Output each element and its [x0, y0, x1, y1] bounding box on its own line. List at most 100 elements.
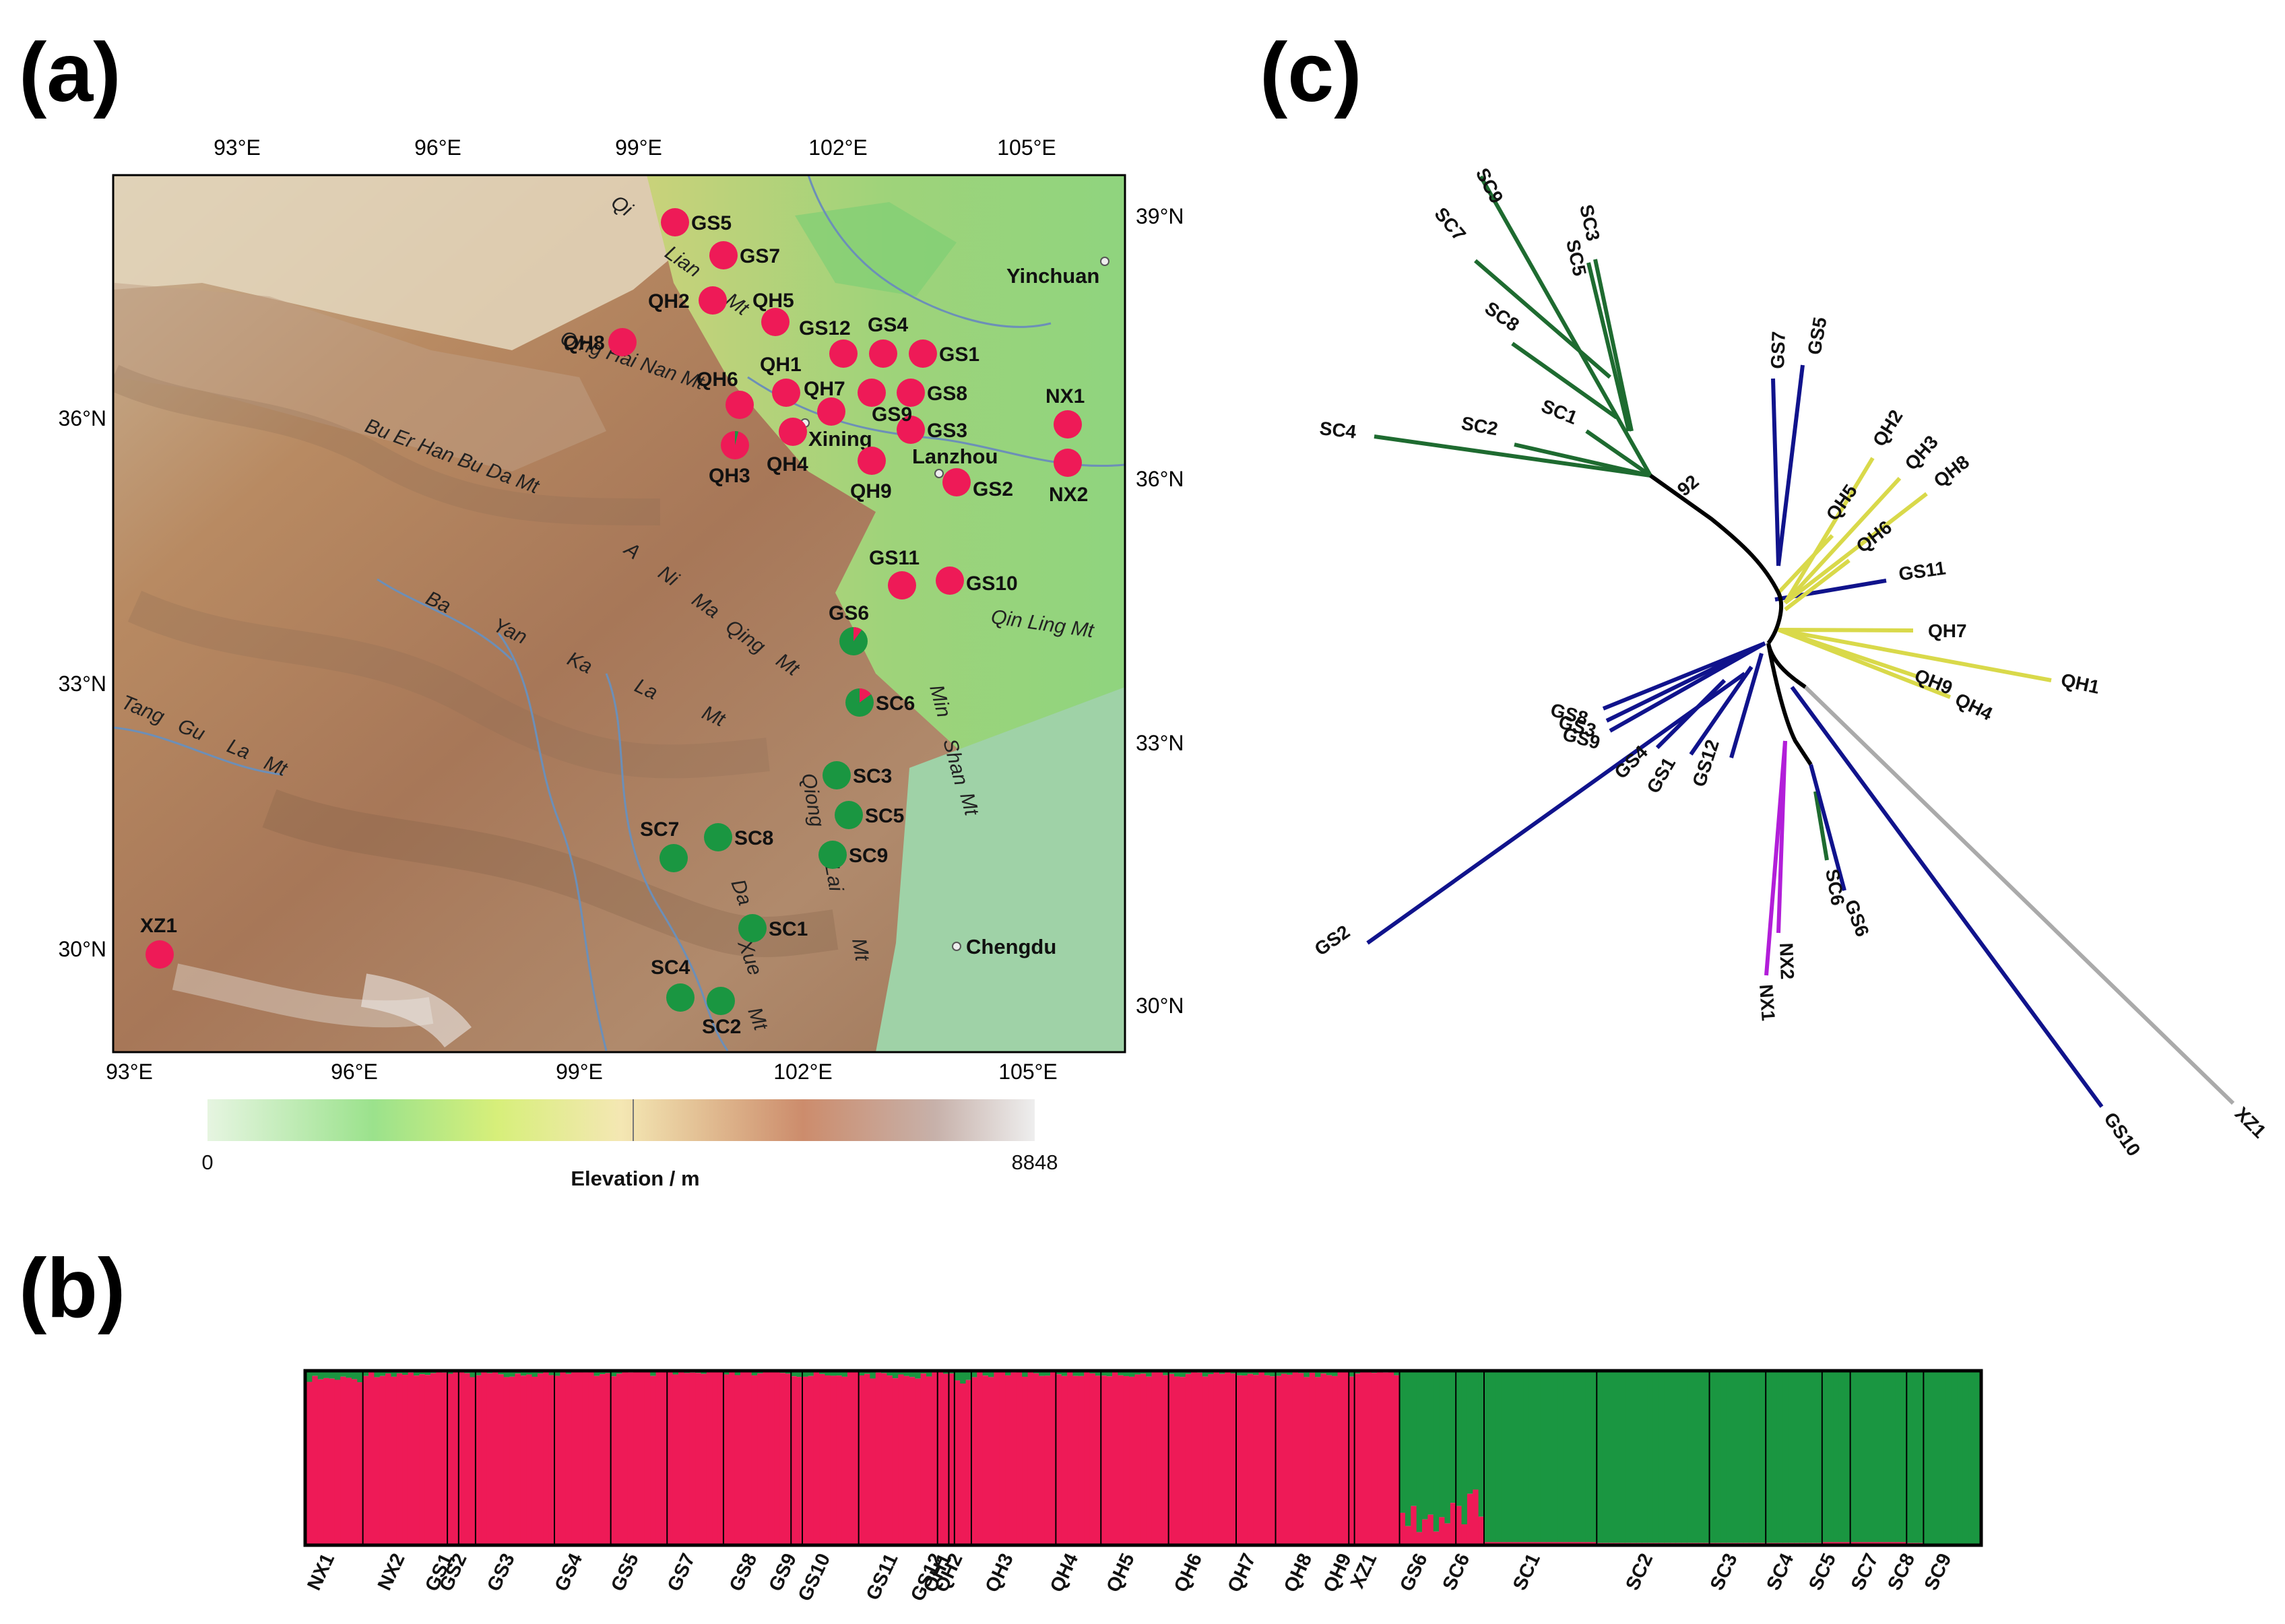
- structure-bar-cluster1: [1270, 1376, 1277, 1544]
- structure-bar-cluster2: [1799, 1372, 1806, 1543]
- structure-bar-cluster1: [1337, 1372, 1344, 1544]
- structure-bar-cluster1: [1208, 1374, 1215, 1544]
- site-marker: [721, 431, 749, 459]
- structure-bar-cluster2: [1056, 1372, 1062, 1375]
- structure-bar-cluster2: [1766, 1372, 1772, 1543]
- structure-bar-cluster2: [1354, 1372, 1361, 1374]
- structure-bar-cluster2: [1749, 1372, 1756, 1543]
- structure-bar-cluster2: [982, 1372, 989, 1376]
- structure-bar-cluster1: [1287, 1374, 1293, 1544]
- structure-bar-cluster1: [1433, 1531, 1440, 1544]
- structure-bar-cluster2: [1512, 1372, 1518, 1542]
- structure-bar-cluster2: [503, 1372, 510, 1377]
- structure-bar-cluster1: [1720, 1542, 1727, 1544]
- structure-bar-cluster1: [1613, 1542, 1620, 1544]
- structure-bar-cluster1: [825, 1375, 831, 1544]
- tip-label: GS6: [1840, 897, 1873, 939]
- structure-bar-cluster1: [1050, 1372, 1056, 1544]
- population-label: NX1: [303, 1550, 339, 1594]
- structure-bar-cluster1: [1535, 1542, 1541, 1544]
- structure-bar-cluster1: [999, 1372, 1006, 1544]
- structure-bar-cluster2: [1298, 1372, 1304, 1373]
- structure-bar-cluster1: [441, 1372, 448, 1544]
- structure-bar-cluster2: [329, 1372, 335, 1379]
- site-label: GS7: [740, 245, 780, 267]
- tip-label: XZ1: [2231, 1103, 2270, 1142]
- structure-bar-cluster1: [1016, 1372, 1023, 1544]
- structure-bar-cluster1: [751, 1375, 758, 1544]
- structure-bar-cluster2: [785, 1372, 792, 1374]
- population-label: XZ1: [1347, 1550, 1381, 1592]
- structure-bar-cluster1: [1405, 1526, 1411, 1544]
- structure-bar-cluster2: [475, 1372, 482, 1375]
- lon-tick: 93°E: [106, 1060, 153, 1084]
- structure-bar-cluster1: [616, 1373, 622, 1544]
- population-label: SC3: [1706, 1550, 1742, 1594]
- population-label: SC7: [1847, 1550, 1883, 1594]
- structure-bar-cluster1: [1467, 1493, 1473, 1544]
- structure-bar-cluster2: [1585, 1372, 1592, 1542]
- structure-bar-cluster2: [374, 1372, 381, 1377]
- structure-bar-cluster1: [1664, 1542, 1671, 1544]
- structure-bar-cluster2: [841, 1372, 848, 1377]
- structure-bar-cluster1: [565, 1373, 572, 1544]
- structure-bar-cluster2: [1546, 1372, 1552, 1542]
- branch-gs1: [1689, 665, 1753, 756]
- structure-bar-cluster1: [1005, 1375, 1012, 1544]
- structure-bar-cluster2: [413, 1372, 420, 1376]
- site-marker: [704, 823, 732, 851]
- structure-bar-cluster1: [887, 1375, 893, 1544]
- tip-label: QH2: [1869, 406, 1907, 450]
- terrain-raster: [113, 175, 1125, 1052]
- structure-bar-cluster2: [1630, 1372, 1637, 1543]
- lat-tick: 36°N: [1136, 467, 1184, 491]
- structure-bar-cluster1: [1771, 1542, 1778, 1544]
- site-marker: [835, 801, 863, 829]
- structure-bar-cluster1: [424, 1375, 431, 1544]
- structure-bar-cluster1: [1732, 1542, 1738, 1544]
- tip-label: QH9: [1912, 665, 1956, 699]
- site-label: GS2: [973, 478, 1013, 500]
- structure-bar-cluster2: [1022, 1372, 1029, 1377]
- structure-bar-cluster1: [1788, 1542, 1795, 1544]
- branch-gs8: [1602, 641, 1766, 711]
- structure-bar-cluster2: [515, 1372, 521, 1374]
- structure-bar-cluster1: [1399, 1512, 1406, 1544]
- site-label: GS5: [691, 212, 732, 234]
- structure-bar-cluster1: [1095, 1375, 1101, 1544]
- structure-bar-cluster1: [1213, 1372, 1220, 1544]
- structure-bar-cluster2: [424, 1372, 431, 1375]
- structure-bar-cluster2: [1652, 1372, 1659, 1543]
- structure-bar-cluster1: [1309, 1372, 1316, 1544]
- structure-bar-cluster2: [830, 1372, 837, 1376]
- structure-bar-cluster1: [1072, 1375, 1079, 1544]
- branch-sc9: [1479, 175, 1652, 477]
- structure-bar-cluster1: [362, 1375, 369, 1544]
- structure-bar-cluster1: [346, 1377, 352, 1544]
- structure-bar-cluster1: [588, 1372, 595, 1544]
- structure-bar-cluster1: [1856, 1542, 1862, 1544]
- site-label: QH5: [752, 290, 794, 312]
- legend-title: Elevation / m: [571, 1167, 699, 1190]
- structure-bar-cluster1: [1811, 1542, 1817, 1544]
- site-label: QH3: [709, 465, 750, 487]
- structure-bar-cluster2: [1771, 1372, 1778, 1543]
- structure-bar-cluster1: [1495, 1542, 1502, 1544]
- structure-bar-cluster2: [317, 1372, 324, 1379]
- structure-bar-cluster1: [717, 1372, 724, 1544]
- structure-bar-cluster2: [554, 1372, 560, 1376]
- elevation-colorbar: [207, 1099, 1035, 1141]
- structure-bar-cluster2: [1416, 1372, 1423, 1532]
- structure-bar-cluster2: [1129, 1372, 1136, 1377]
- structure-bar-cluster2: [819, 1372, 826, 1374]
- site-marker: [869, 339, 897, 368]
- structure-bar-cluster2: [1754, 1372, 1761, 1543]
- structure-bar-cluster1: [1377, 1372, 1384, 1544]
- structure-bar-cluster1: [774, 1372, 781, 1544]
- structure-bar-cluster2: [1776, 1372, 1783, 1543]
- structure-bar-cluster1: [317, 1379, 324, 1544]
- structure-bar-cluster2: [695, 1372, 702, 1373]
- structure-bar-cluster2: [1681, 1372, 1687, 1543]
- lon-tick: 99°E: [556, 1060, 603, 1084]
- structure-bar-cluster2: [1692, 1372, 1699, 1543]
